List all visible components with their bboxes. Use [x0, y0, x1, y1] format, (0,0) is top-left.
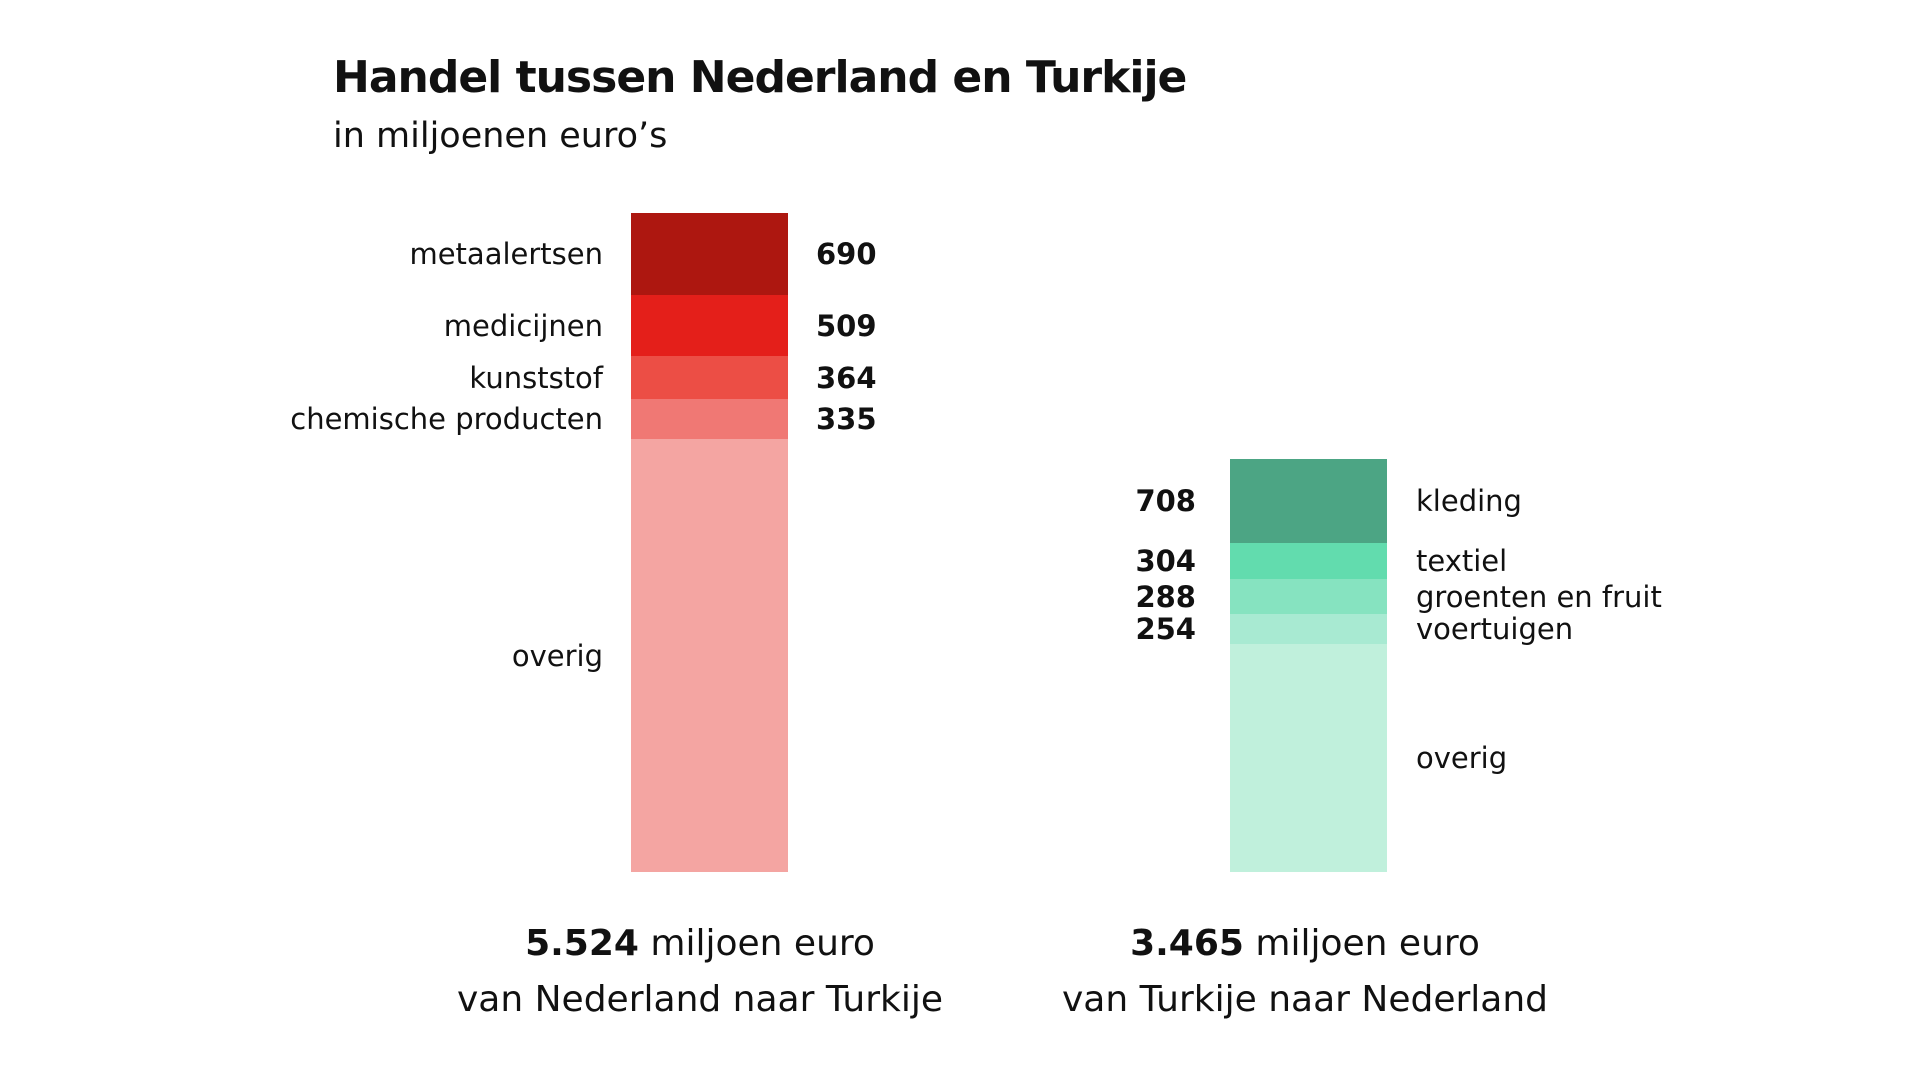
series-name-right: van Turkije naar Nederland: [1062, 979, 1548, 1020]
segment-label: voertuigen: [1416, 611, 1574, 646]
segment-value-label: 509: [816, 308, 877, 343]
segment-label: kleding: [1416, 483, 1522, 518]
bar-segment-kunststof: [631, 356, 788, 400]
segment-value-label: 335: [816, 402, 877, 437]
segment-label: groenten en fruit: [1416, 579, 1662, 614]
bar-segment-voertuigen: [1230, 613, 1387, 645]
bar-segment-overig: [631, 439, 788, 873]
segment-value-label: 288: [1135, 579, 1196, 614]
bar-segment-medicijnen: [631, 295, 788, 357]
segment-value-label: 304: [1135, 544, 1196, 579]
unit-right: miljoen euro: [1255, 923, 1480, 964]
segment-value-label: 364: [816, 360, 877, 395]
segment-label: chemische producten: [290, 402, 603, 437]
segment-label: medicijnen: [443, 308, 603, 343]
segment-value-label: 254: [1135, 611, 1196, 646]
segment-value-label: 708: [1135, 483, 1196, 518]
total-value-left: 5.524: [525, 923, 639, 964]
segment-label: kunststof: [469, 360, 603, 395]
segment-label: textiel: [1416, 544, 1508, 579]
series-name-left: van Nederland naar Turkije: [457, 979, 943, 1020]
segment-value-label: 690: [816, 237, 877, 272]
bar-segment-overig: [1230, 644, 1387, 873]
bar-segment-metaalertsen: [631, 212, 788, 296]
footer-right: 3.465 miljoen euro van Turkije naar Nede…: [1025, 916, 1585, 1028]
bar-segment-textiel: [1230, 543, 1387, 580]
chart-title: Handel tussen Nederland en Turkije: [333, 52, 1187, 103]
footer-left: 5.524 miljoen euro van Nederland naar Tu…: [420, 916, 980, 1028]
unit-left: miljoen euro: [650, 923, 875, 964]
segment-label: metaalertsen: [409, 237, 603, 272]
total-value-right: 3.465: [1130, 923, 1244, 964]
bar-segment-kleding: [1230, 458, 1387, 544]
bar-segment-groenten-en-fruit: [1230, 579, 1387, 615]
bar-segment-chemische-producten: [631, 399, 788, 440]
segment-label: overig: [1416, 741, 1508, 775]
segment-label: overig: [511, 638, 603, 673]
chart-subtitle: in miljoenen euro’s: [333, 116, 668, 156]
